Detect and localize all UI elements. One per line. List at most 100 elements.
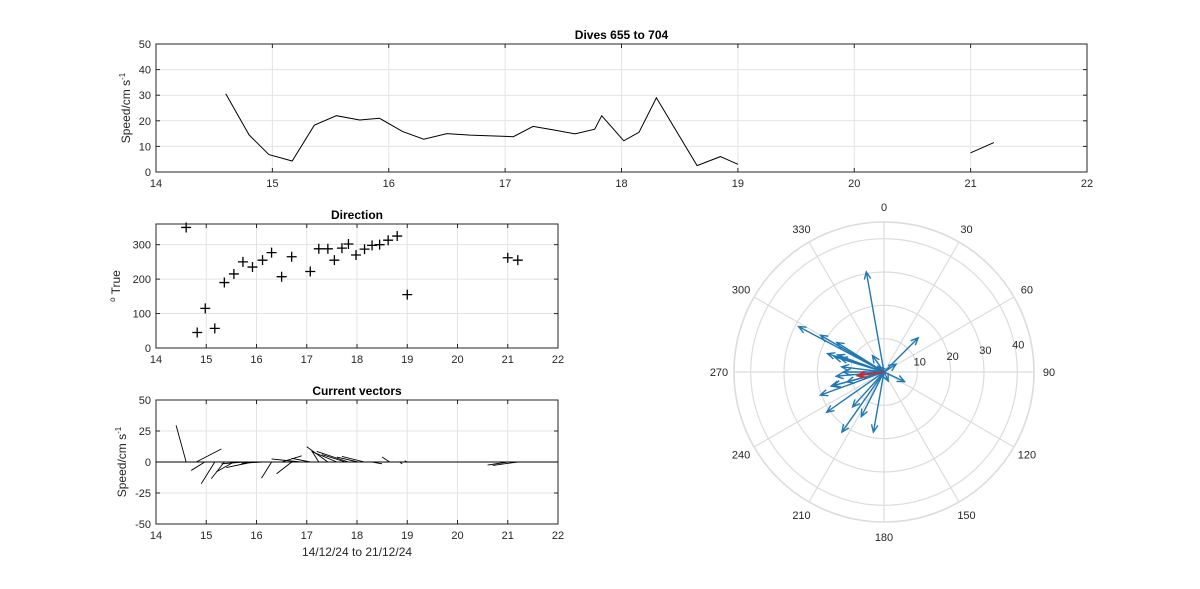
current-vector-stick bbox=[190, 461, 205, 471]
direction-point bbox=[343, 238, 354, 249]
current-vector-stick bbox=[492, 461, 518, 466]
current-vector-stick bbox=[291, 457, 311, 463]
polar-theta-label: 240 bbox=[732, 450, 750, 462]
current-arrow-head bbox=[834, 371, 844, 380]
current-vector-stick bbox=[175, 425, 187, 463]
current-arrow bbox=[860, 371, 885, 417]
x-tick-label: 21 bbox=[502, 354, 514, 366]
x-tick-label: 19 bbox=[401, 530, 413, 542]
speed-axes: 14 15 16 17 18 19 20 21 22 0 10 20 30 40 50 Dives 655 t… bbox=[118, 28, 1093, 190]
x-axis-label: 14/12/24 to 21/12/24 bbox=[302, 545, 412, 559]
y-tick-label: 300 bbox=[133, 240, 151, 252]
direction-point bbox=[329, 255, 340, 266]
current-arrow-head bbox=[829, 380, 840, 389]
x-tick-label: 19 bbox=[401, 354, 413, 366]
direction-point bbox=[402, 289, 413, 300]
direction-point bbox=[247, 262, 258, 273]
y-tick-label: 0 bbox=[145, 343, 151, 355]
current-vector-stick bbox=[221, 461, 244, 465]
mean-current-arrow-head bbox=[855, 370, 866, 379]
current-arrow bbox=[883, 337, 919, 373]
current-vector-stick bbox=[261, 461, 272, 479]
direction-point bbox=[350, 250, 361, 260]
direction-point bbox=[383, 235, 394, 246]
current-vector-stick bbox=[210, 461, 225, 480]
current-vector-stick bbox=[341, 455, 365, 463]
current-vector-stick bbox=[276, 461, 292, 475]
polar-spoke bbox=[808, 241, 885, 373]
current-arrow bbox=[865, 271, 885, 373]
polar-theta-label: 60 bbox=[1021, 285, 1033, 297]
current-arrow-head bbox=[863, 270, 872, 280]
x-tick-label: 21 bbox=[502, 530, 514, 542]
y-tick-label: 0 bbox=[145, 457, 151, 469]
y-tick-label: 200 bbox=[133, 274, 151, 286]
y-tick-label: -50 bbox=[135, 519, 151, 531]
x-tick-label: 22 bbox=[552, 354, 564, 366]
y-tick-label: -25 bbox=[135, 488, 151, 500]
polar-theta-label: 0 bbox=[881, 202, 887, 214]
current-vector-stick bbox=[399, 461, 403, 465]
current-vector-stick bbox=[316, 451, 349, 463]
current-arrow-head bbox=[832, 355, 843, 363]
polar-theta-label: 90 bbox=[1043, 367, 1055, 379]
y-tick-label: 40 bbox=[139, 65, 151, 77]
x-tick-label: 21 bbox=[965, 178, 977, 190]
y-axis-label-text: Speed/cm s bbox=[115, 434, 129, 497]
polar-theta-label: 150 bbox=[957, 510, 975, 522]
x-tick-label: 16 bbox=[250, 530, 262, 542]
direction-point bbox=[228, 268, 239, 279]
direction-point bbox=[512, 255, 523, 266]
current-vector-stick bbox=[241, 461, 263, 464]
x-tick-label: 20 bbox=[451, 354, 463, 366]
y-tick-label: 50 bbox=[139, 395, 151, 407]
x-tick-label: 16 bbox=[250, 354, 262, 366]
x-tick-label: 17 bbox=[301, 354, 313, 366]
current-arrow-head bbox=[845, 376, 856, 384]
polar-theta-label: 330 bbox=[792, 224, 810, 236]
polar-spoke bbox=[883, 241, 960, 373]
chart-title: Dives 655 to 704 bbox=[575, 28, 669, 42]
polar-spoke bbox=[883, 371, 1015, 448]
x-tick-label: 15 bbox=[266, 178, 278, 190]
current-arrow bbox=[834, 356, 885, 373]
current-arrow-head bbox=[887, 363, 898, 372]
current-arrow-head bbox=[851, 399, 861, 409]
direction-point bbox=[237, 256, 248, 267]
current-arrow-head bbox=[797, 325, 807, 334]
current-vector-stick bbox=[487, 461, 508, 466]
polar-theta-label: 300 bbox=[732, 285, 750, 297]
current-vector-stick bbox=[216, 461, 235, 473]
direction-axes: 14 15 16 17 18 19 20 21 22 0 100 200 300 Direction o Tr… bbox=[108, 208, 564, 366]
current-vector-stick bbox=[311, 451, 338, 463]
current-arrow-head bbox=[860, 408, 868, 419]
current-vector-stick bbox=[311, 450, 320, 463]
mean-current-arrow bbox=[857, 371, 885, 377]
polar-radius-label: 10 bbox=[914, 357, 926, 369]
direction-point bbox=[322, 243, 333, 254]
speed-series-line bbox=[970, 142, 995, 154]
current-vector-stick bbox=[336, 456, 359, 463]
direction-point bbox=[313, 243, 324, 254]
current-arrow bbox=[820, 371, 885, 396]
polar-spoke bbox=[753, 371, 885, 448]
polar-spoke bbox=[808, 371, 885, 503]
current-arrow bbox=[871, 355, 885, 373]
y-axis-label-prefix: o bbox=[108, 297, 117, 302]
x-tick-label: 19 bbox=[732, 178, 744, 190]
direction-point bbox=[502, 252, 513, 263]
current-arrow bbox=[841, 366, 885, 373]
speed-series-line bbox=[225, 93, 739, 167]
x-tick-label: 18 bbox=[351, 354, 363, 366]
current-arrow-head bbox=[818, 389, 829, 397]
direction-point bbox=[392, 231, 403, 242]
y-tick-label: 0 bbox=[145, 167, 151, 179]
polar-theta-label: 120 bbox=[1018, 450, 1036, 462]
x-tick-label: 14 bbox=[150, 354, 162, 366]
current-arrow-head bbox=[825, 404, 835, 414]
x-tick-label: 18 bbox=[615, 178, 627, 190]
x-tick-label: 14 bbox=[150, 178, 162, 190]
current-arrow bbox=[883, 363, 897, 373]
direction-point bbox=[219, 277, 230, 288]
